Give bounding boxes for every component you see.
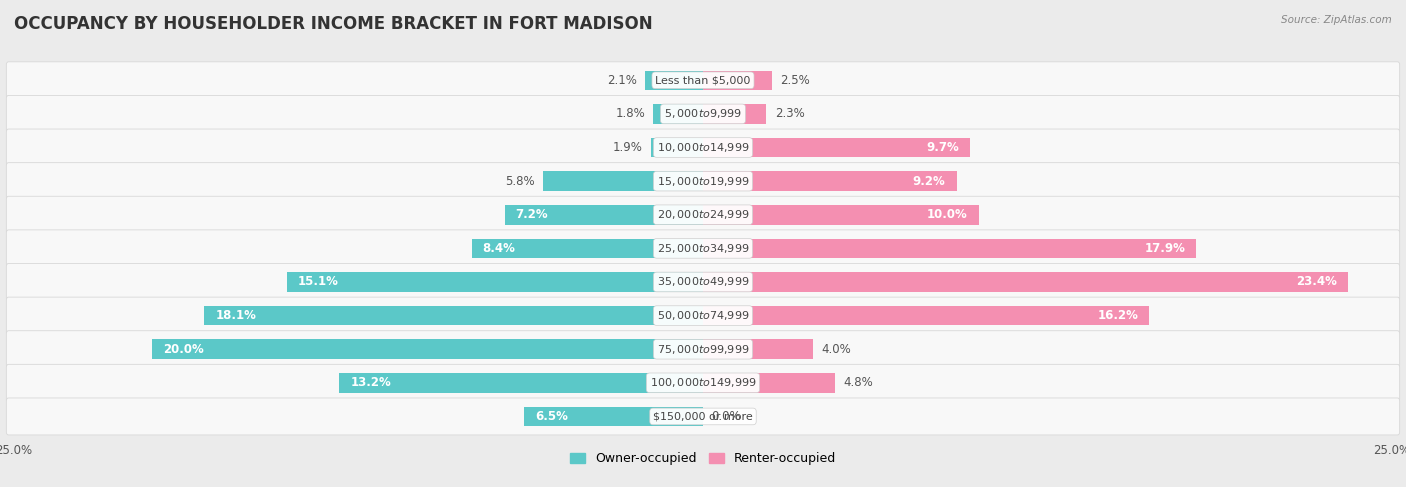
Bar [703,339,813,359]
Text: $75,000 to $99,999: $75,000 to $99,999 [657,343,749,356]
Text: 5.8%: 5.8% [505,175,534,187]
Text: 0.0%: 0.0% [711,410,741,423]
Bar [204,306,703,325]
Text: 13.2%: 13.2% [350,376,391,389]
Text: $100,000 to $149,999: $100,000 to $149,999 [650,376,756,389]
Text: Source: ZipAtlas.com: Source: ZipAtlas.com [1281,15,1392,25]
Text: 4.8%: 4.8% [844,376,873,389]
Text: $25,000 to $34,999: $25,000 to $34,999 [657,242,749,255]
Text: 6.5%: 6.5% [534,410,568,423]
Bar [524,407,703,426]
FancyBboxPatch shape [7,364,1399,401]
Text: 1.9%: 1.9% [613,141,643,154]
FancyBboxPatch shape [7,62,1399,99]
Text: 2.5%: 2.5% [780,74,810,87]
Text: 17.9%: 17.9% [1144,242,1185,255]
Text: $150,000 or more: $150,000 or more [654,412,752,421]
Text: 4.0%: 4.0% [821,343,851,356]
FancyBboxPatch shape [7,398,1399,435]
Text: 2.1%: 2.1% [607,74,637,87]
Text: $20,000 to $24,999: $20,000 to $24,999 [657,208,749,221]
Bar [703,71,772,90]
Bar [654,104,703,124]
Text: 9.2%: 9.2% [912,175,945,187]
Text: $15,000 to $19,999: $15,000 to $19,999 [657,175,749,187]
Text: 23.4%: 23.4% [1296,276,1337,288]
Bar [645,71,703,90]
Text: 10.0%: 10.0% [927,208,967,221]
FancyBboxPatch shape [7,163,1399,200]
Bar [152,339,703,359]
Text: 1.8%: 1.8% [616,108,645,120]
Text: $35,000 to $49,999: $35,000 to $49,999 [657,276,749,288]
Bar [339,373,703,393]
FancyBboxPatch shape [7,297,1399,334]
Bar [703,272,1348,292]
Bar [703,171,956,191]
Bar [703,104,766,124]
Text: 7.2%: 7.2% [516,208,548,221]
Bar [651,138,703,157]
Text: 18.1%: 18.1% [215,309,256,322]
Bar [703,138,970,157]
Text: 15.1%: 15.1% [298,276,339,288]
Bar [505,205,703,225]
Text: 9.7%: 9.7% [927,141,959,154]
Bar [703,205,979,225]
FancyBboxPatch shape [7,331,1399,368]
Text: 16.2%: 16.2% [1098,309,1139,322]
Text: Less than $5,000: Less than $5,000 [655,75,751,85]
Text: 8.4%: 8.4% [482,242,516,255]
FancyBboxPatch shape [7,263,1399,300]
FancyBboxPatch shape [7,129,1399,166]
FancyBboxPatch shape [7,196,1399,233]
Bar [287,272,703,292]
Legend: Owner-occupied, Renter-occupied: Owner-occupied, Renter-occupied [565,447,841,470]
Text: OCCUPANCY BY HOUSEHOLDER INCOME BRACKET IN FORT MADISON: OCCUPANCY BY HOUSEHOLDER INCOME BRACKET … [14,15,652,33]
Bar [703,239,1197,258]
Text: 2.3%: 2.3% [775,108,804,120]
FancyBboxPatch shape [7,95,1399,132]
Bar [471,239,703,258]
Bar [703,306,1150,325]
Text: 20.0%: 20.0% [163,343,204,356]
Bar [703,373,835,393]
Text: $10,000 to $14,999: $10,000 to $14,999 [657,141,749,154]
Text: $50,000 to $74,999: $50,000 to $74,999 [657,309,749,322]
FancyBboxPatch shape [7,230,1399,267]
Bar [543,171,703,191]
Text: $5,000 to $9,999: $5,000 to $9,999 [664,108,742,120]
